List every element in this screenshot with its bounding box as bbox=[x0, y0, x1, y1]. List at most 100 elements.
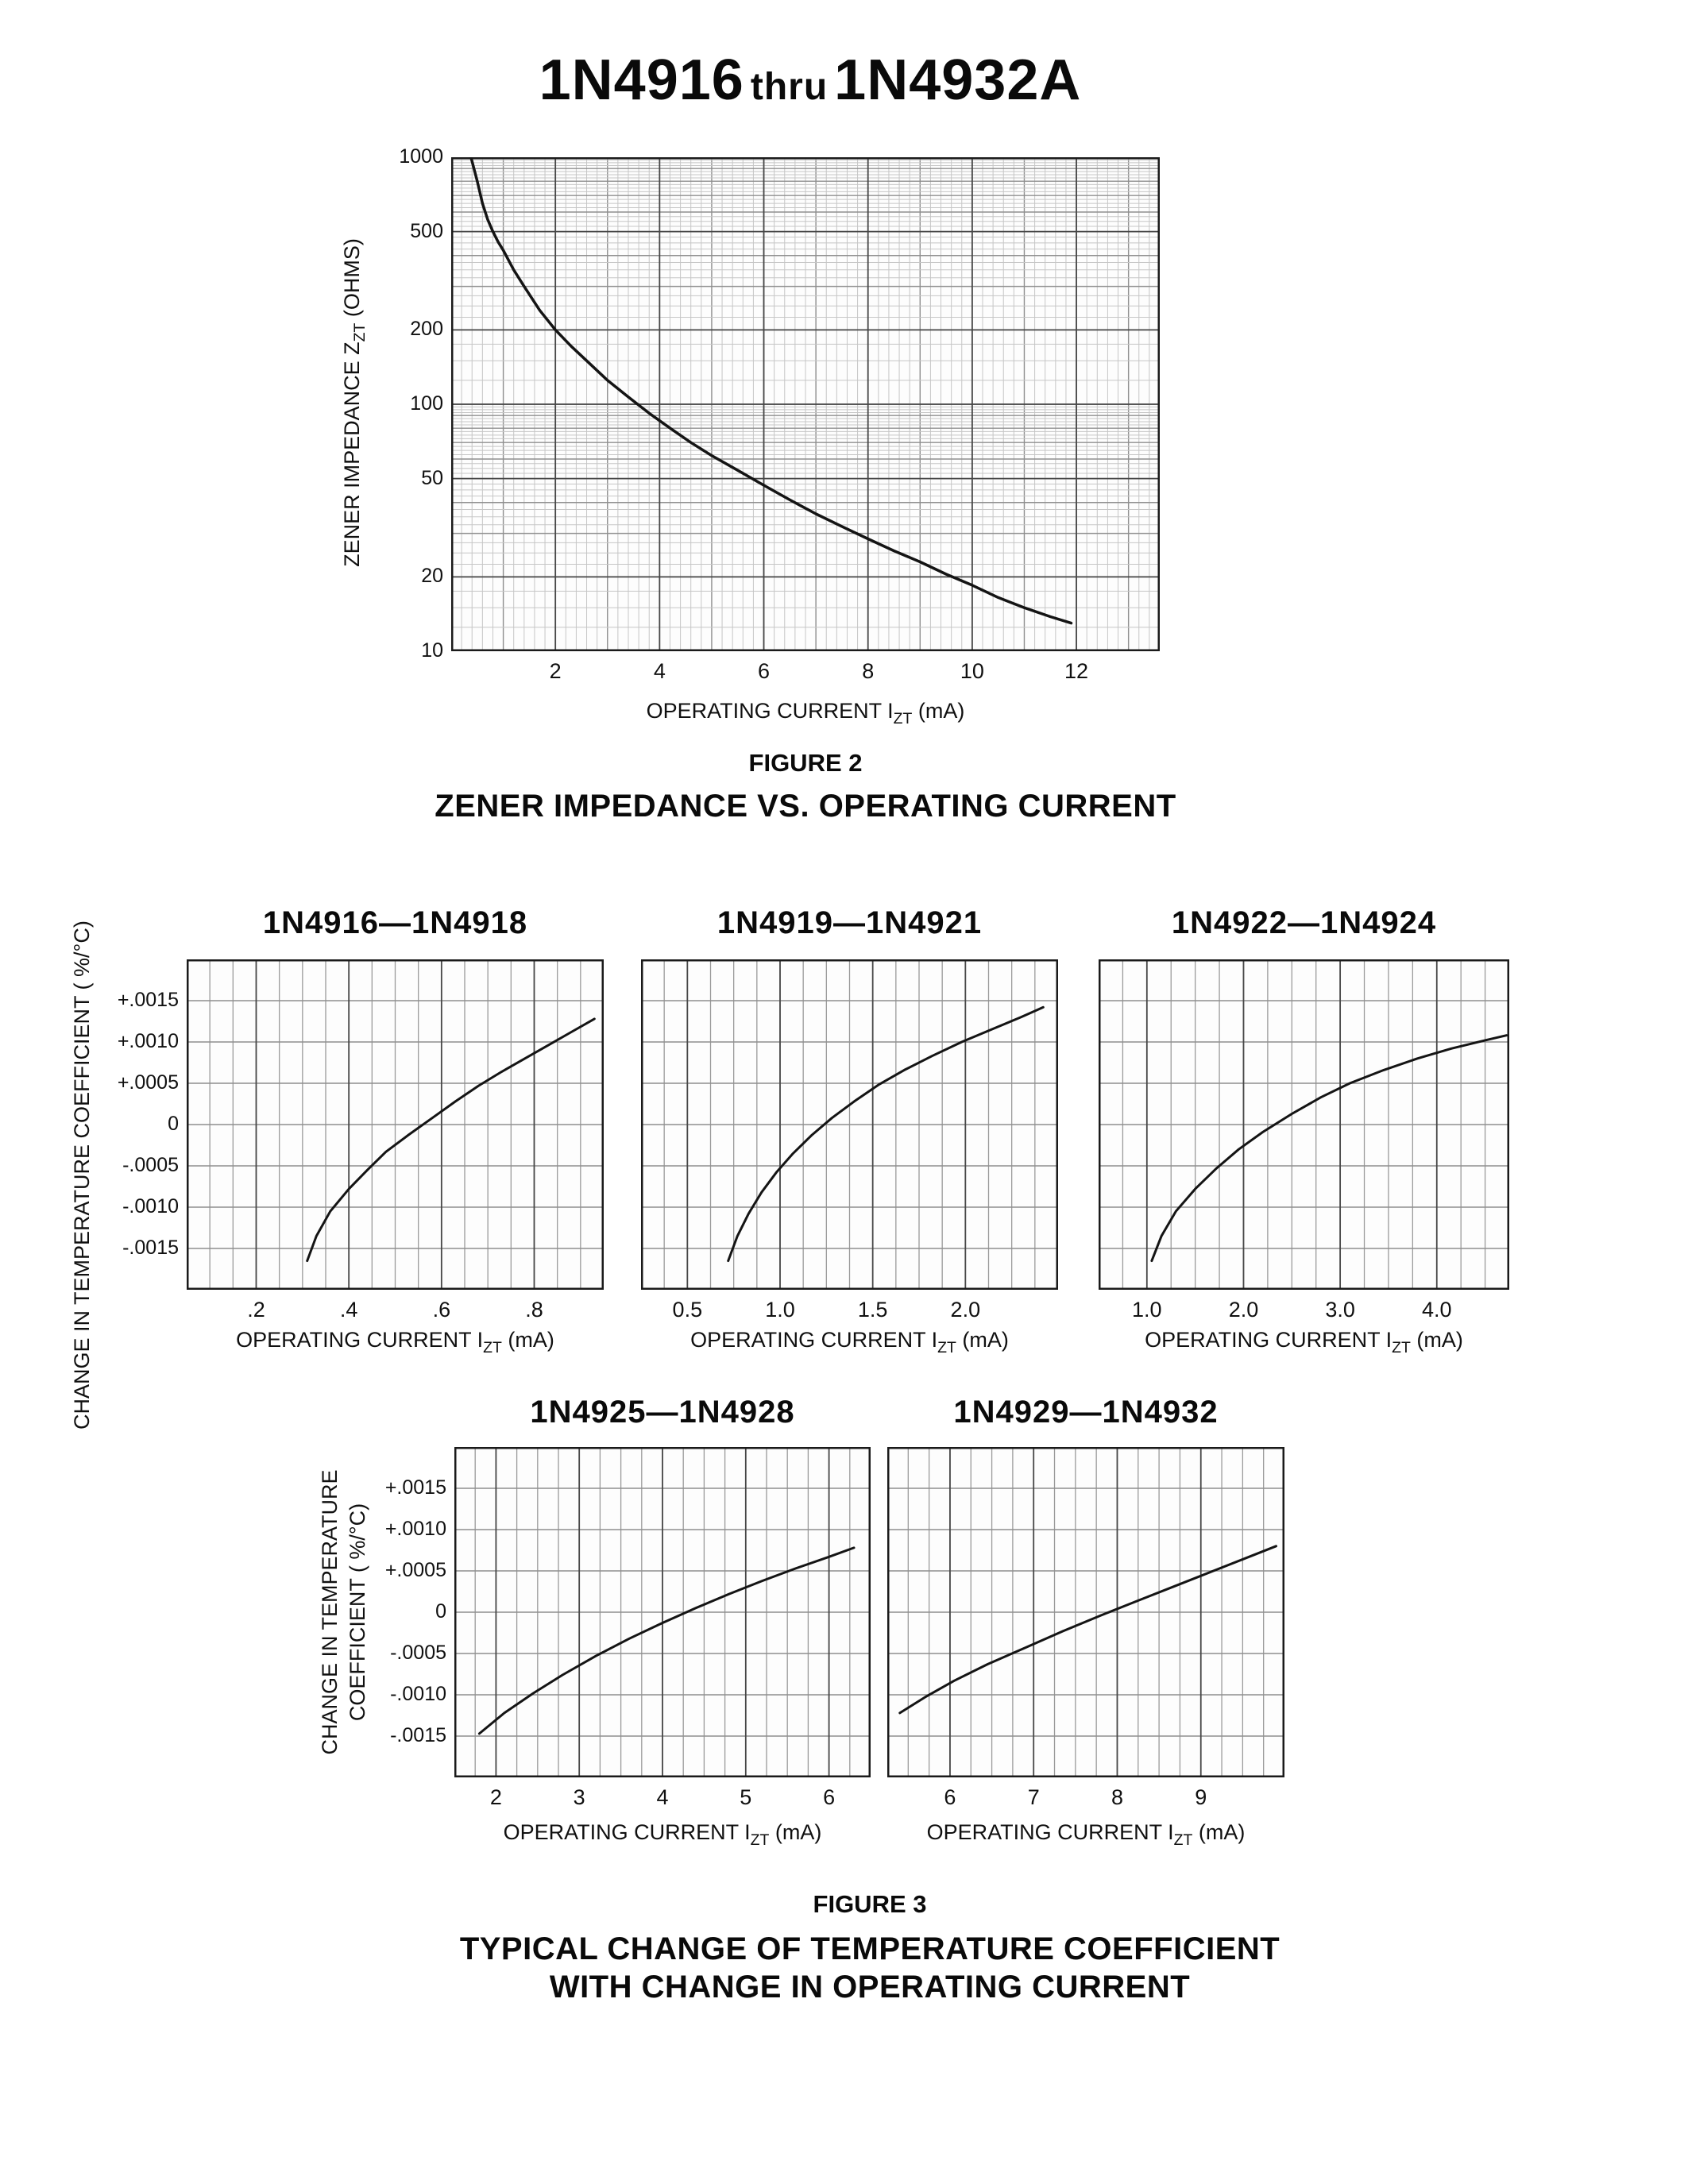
x-tick-label: 2.0 bbox=[950, 1298, 981, 1322]
x-tick-label: 1.0 bbox=[1132, 1298, 1162, 1322]
y-tick-label: +.0005 bbox=[117, 1071, 179, 1094]
y-tick-label: -.0005 bbox=[390, 1642, 446, 1664]
x-tick-label: .4 bbox=[339, 1298, 358, 1322]
figure3-caption: FIGURE 3 bbox=[813, 1890, 927, 1918]
y-tick-label: -.0005 bbox=[122, 1154, 179, 1176]
figure3-chart-3: 1.0 2.0 3.0 4.0 bbox=[1099, 959, 1509, 1322]
y-tick-label: 0 bbox=[168, 1113, 179, 1135]
x-axis-label-units: (mA) bbox=[956, 1328, 1009, 1352]
x-tick-label: 7 bbox=[1027, 1785, 1040, 1809]
chart5-x-axis-label: OPERATING CURRENT IZT (mA) bbox=[879, 1820, 1292, 1850]
x-tick-label: .8 bbox=[525, 1298, 543, 1322]
y-tick-label: 200 bbox=[410, 318, 443, 341]
y-tick-label: +.0010 bbox=[117, 1030, 179, 1052]
figure3-title: TYPICAL CHANGE OF TEMPERATURE COEFFICIEN… bbox=[353, 1930, 1386, 2006]
y-axis-label-subscript: ZT bbox=[350, 322, 369, 342]
figure2-x-axis-label: OPERATING CURRENT IZT (mA) bbox=[451, 699, 1160, 728]
figure3-row1-y-axis-label: CHANGE IN TEMPERATURE COEFFICIENT ( %/°C… bbox=[70, 920, 94, 1430]
x-axis-label-units: (mA) bbox=[769, 1820, 822, 1844]
figure2-caption: FIGURE 2 bbox=[748, 749, 863, 777]
y-tick-label: 0 bbox=[435, 1600, 446, 1623]
x-axis-label-text: OPERATING CURRENT I bbox=[236, 1328, 484, 1352]
part-number-start: 1N4916 bbox=[539, 48, 744, 112]
chart3-title: 1N4922—1N4924 bbox=[1171, 905, 1437, 940]
x-tick-label: 4.0 bbox=[1421, 1298, 1452, 1322]
x-tick-label: .6 bbox=[432, 1298, 451, 1322]
x-axis-label-subscript: ZT bbox=[483, 1338, 502, 1356]
page-title: 1N4916 thru 1N4932A bbox=[286, 48, 1335, 113]
part-number-end: 1N4932A bbox=[834, 48, 1082, 112]
chart2-title: 1N4919—1N4921 bbox=[717, 905, 983, 940]
chart4-title: 1N4925—1N4928 bbox=[530, 1395, 795, 1430]
x-tick-label: 1.5 bbox=[857, 1298, 888, 1322]
x-tick-label: 3 bbox=[573, 1785, 585, 1809]
figure3-chart-5: 6 7 8 9 bbox=[887, 1447, 1284, 1809]
x-tick-label: 10 bbox=[960, 659, 984, 683]
figure3-chart-4: 2 3 4 5 6 +.0015 +.0010 +.0005 0 -.0005 -.0010 -.00… bbox=[385, 1447, 871, 1809]
y-tick-label: 100 bbox=[410, 392, 443, 415]
x-tick-label: 9 bbox=[1195, 1785, 1207, 1809]
x-axis-label-text: OPERATING CURRENT I bbox=[646, 699, 894, 723]
figure3-chart-1: .2 .4 .6 .8 +.0015 +.0010 +.0005 0 -.0005 -.0010 -… bbox=[118, 959, 604, 1322]
x-tick-label: 8 bbox=[862, 659, 875, 683]
x-axis-label-subscript: ZT bbox=[1173, 1831, 1193, 1849]
x-axis-label-subscript: ZT bbox=[750, 1831, 770, 1849]
x-tick-label: 6 bbox=[758, 659, 771, 683]
y-tick-label: 20 bbox=[421, 565, 443, 588]
y-axis-label-line2: COEFFICIENT ( %/°C) bbox=[346, 1503, 370, 1722]
chart4-x-axis-label: OPERATING CURRENT IZT (mA) bbox=[446, 1820, 879, 1850]
chart3-x-axis-label: OPERATING CURRENT IZT (mA) bbox=[1091, 1328, 1517, 1357]
y-tick-label: +.0010 bbox=[384, 1518, 446, 1540]
y-axis-label-text: ZENER IMPEDANCE Z bbox=[340, 341, 364, 567]
y-tick-label: 10 bbox=[421, 639, 443, 662]
chart1-x-axis-label: OPERATING CURRENT IZT (mA) bbox=[179, 1328, 612, 1357]
x-tick-label: 2 bbox=[549, 659, 562, 683]
y-tick-label: +.0015 bbox=[117, 989, 179, 1011]
y-axis-label-units: (OHMS) bbox=[340, 238, 364, 323]
y-axis-label-line1: CHANGE IN TEMPERATURE bbox=[318, 1469, 342, 1755]
y-tick-label: 1000 bbox=[399, 145, 443, 168]
y-tick-label: -.0010 bbox=[122, 1195, 179, 1217]
figure3-chart-2: 0.5 1.0 1.5 2.0 bbox=[641, 959, 1058, 1322]
x-tick-label: 1.0 bbox=[765, 1298, 795, 1322]
x-tick-label: 4 bbox=[656, 1785, 669, 1809]
x-tick-label: 12 bbox=[1064, 659, 1089, 683]
y-tick-label: -.0015 bbox=[122, 1237, 179, 1259]
x-tick-label: 0.5 bbox=[672, 1298, 703, 1322]
y-tick-label: +.0005 bbox=[384, 1559, 446, 1581]
figure2-chart: 2 4 6 8 10 12 1000 500 200 100 50 20 10 bbox=[399, 145, 1160, 683]
x-tick-label: 3.0 bbox=[1325, 1298, 1355, 1322]
y-tick-label: -.0010 bbox=[390, 1683, 446, 1705]
x-axis-label-text: OPERATING CURRENT I bbox=[1145, 1328, 1393, 1352]
x-tick-label: .2 bbox=[247, 1298, 265, 1322]
figure3-row2-y-axis-label: CHANGE IN TEMPERATURE COEFFICIENT ( %/°C… bbox=[316, 1447, 372, 1777]
x-axis-label-units: (mA) bbox=[912, 699, 965, 723]
y-tick-label: 50 bbox=[421, 466, 443, 489]
x-axis-label-text: OPERATING CURRENT I bbox=[926, 1820, 1174, 1844]
y-tick-label: 500 bbox=[410, 219, 443, 242]
x-axis-label-units: (mA) bbox=[1410, 1328, 1463, 1352]
x-tick-label: 2 bbox=[489, 1785, 502, 1809]
chart1-title: 1N4916—1N4918 bbox=[262, 905, 528, 940]
figure2-y-axis-label: ZENER IMPEDANCE ZZT (OHMS) bbox=[340, 156, 369, 650]
x-axis-label-text: OPERATING CURRENT I bbox=[690, 1328, 938, 1352]
x-axis-label-units: (mA) bbox=[501, 1328, 554, 1352]
x-tick-label: 6 bbox=[823, 1785, 836, 1809]
x-tick-label: 6 bbox=[944, 1785, 956, 1809]
y-tick-label: -.0015 bbox=[390, 1724, 446, 1746]
x-tick-label: 4 bbox=[653, 659, 666, 683]
figure3-title-line2: WITH CHANGE IN OPERATING CURRENT bbox=[549, 1970, 1191, 2005]
figure2-title: ZENER IMPEDANCE VS. OPERATING CURRENT bbox=[435, 789, 1176, 824]
x-axis-label-units: (mA) bbox=[1192, 1820, 1246, 1844]
x-tick-label: 8 bbox=[1111, 1785, 1123, 1809]
x-tick-label: 5 bbox=[740, 1785, 752, 1809]
x-axis-label-subscript: ZT bbox=[937, 1338, 956, 1356]
x-axis-label-subscript: ZT bbox=[1392, 1338, 1411, 1356]
x-axis-label-text: OPERATING CURRENT I bbox=[503, 1820, 751, 1844]
figure3-title-line1: TYPICAL CHANGE OF TEMPERATURE COEFFICIEN… bbox=[459, 1931, 1280, 1966]
x-tick-label: 2.0 bbox=[1228, 1298, 1259, 1322]
y-tick-label: +.0015 bbox=[384, 1476, 446, 1499]
x-axis-label-subscript: ZT bbox=[893, 709, 913, 727]
chart5-title: 1N4929—1N4932 bbox=[953, 1395, 1219, 1430]
chart2-x-axis-label: OPERATING CURRENT IZT (mA) bbox=[633, 1328, 1066, 1357]
